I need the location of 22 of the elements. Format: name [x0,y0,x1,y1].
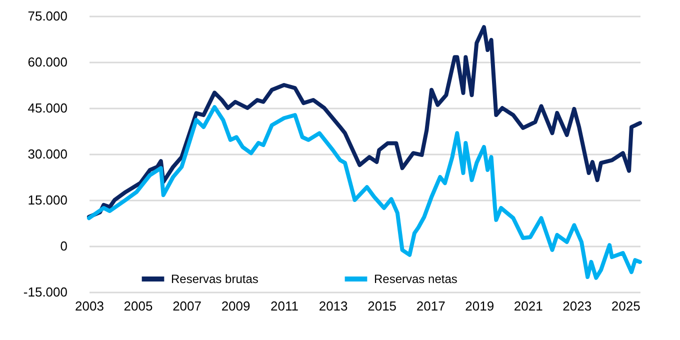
y-tick-label: 0 [60,238,68,254]
x-tick-label: 2003 [75,298,104,314]
x-tick-label: 2023 [562,298,592,314]
legend-label: Reservas brutas [171,272,258,286]
line-series [87,25,642,219]
x-tick-label: 2009 [221,298,250,314]
x-tick-label: 2011 [270,298,299,314]
x-tick-label: 2005 [124,298,153,314]
y-tick-label: 30.000 [28,146,68,162]
y-tick-label: -15.000 [23,284,68,300]
legend-label: Reservas netas [374,272,458,286]
x-tick-label: 2007 [172,298,202,314]
x-tick-label: 2015 [368,298,397,314]
y-tick-label: 15.000 [28,192,68,208]
y-tick-label: 60.000 [28,54,68,70]
x-tick-label: 2017 [416,298,446,314]
x-tick-label: 2013 [318,298,348,314]
x-tick-label: 2025 [611,298,640,314]
x-tick-label: 2021 [514,298,543,314]
x-tick-label: 2019 [465,298,494,314]
y-tick-label: 75.000 [28,8,68,24]
y-tick-label: 45.000 [28,100,68,116]
